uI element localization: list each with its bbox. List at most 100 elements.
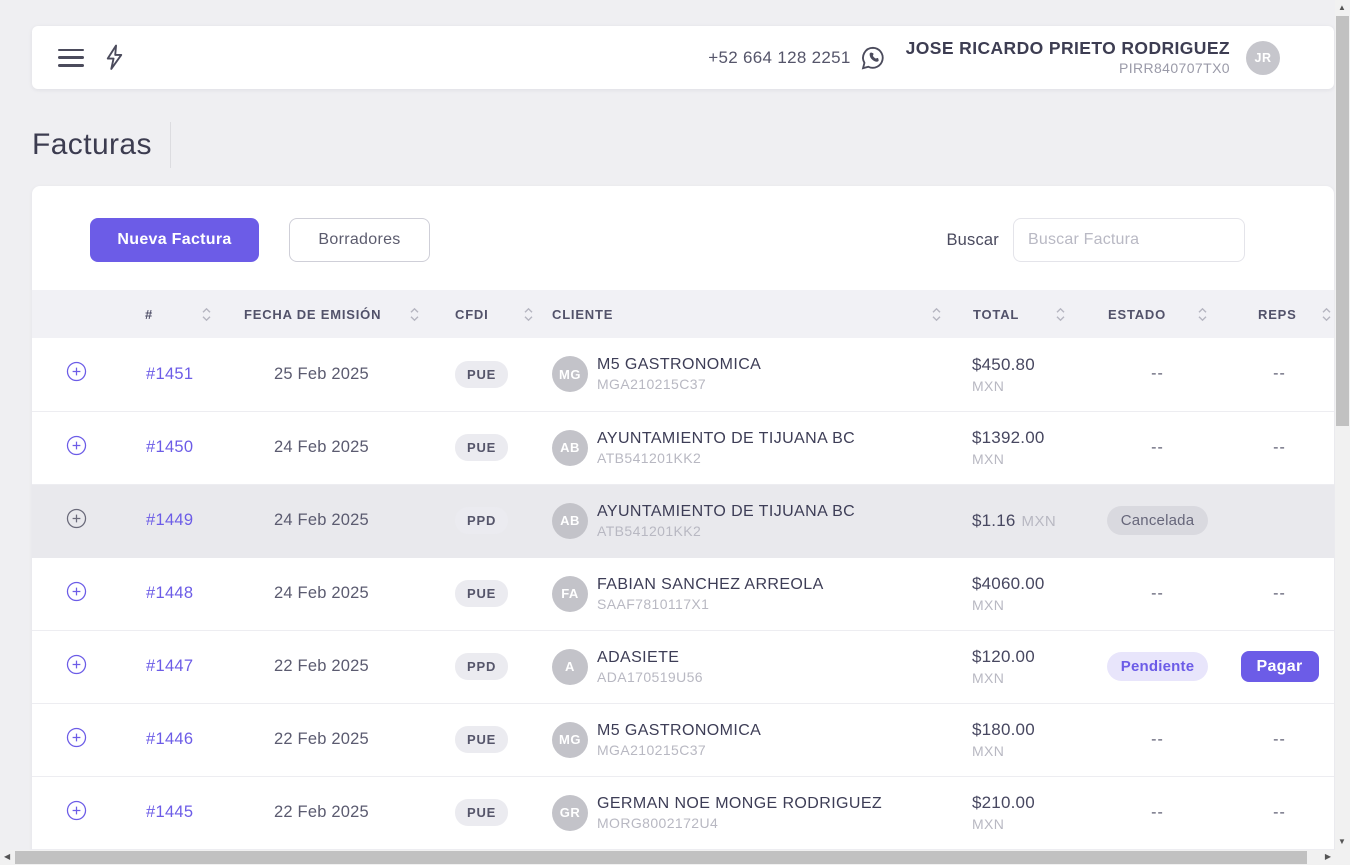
title-divider bbox=[169, 122, 171, 168]
estado-value: -- bbox=[1151, 730, 1164, 748]
expand-row-icon[interactable] bbox=[66, 361, 87, 382]
client-rfc: MGA210215C37 bbox=[597, 741, 707, 758]
client-avatar: AB bbox=[552, 502, 588, 539]
client-name: AYUNTAMIENTO DE TIJUANA BC bbox=[597, 429, 856, 447]
vertical-scrollbar[interactable]: ▲ ▼ bbox=[1335, 0, 1350, 850]
user-avatar[interactable]: JR bbox=[1246, 40, 1280, 75]
table-row: #1446 22 Feb 2025 PUE MG M5 GASTRONOMICA M… bbox=[32, 703, 1334, 777]
client-name: M5 GASTRONOMICA bbox=[597, 356, 762, 374]
reps-value: -- bbox=[1273, 438, 1286, 456]
invoice-currency: MXN bbox=[972, 743, 1005, 759]
top-header-bar: +52 664 128 2251 JOSE RICARDO PRIETO ROD… bbox=[32, 26, 1334, 89]
toolbar: Nueva Factura Borradores Buscar bbox=[32, 186, 1334, 262]
col-number[interactable]: # bbox=[120, 290, 240, 338]
cfdi-badge: PUE bbox=[455, 799, 509, 826]
lightning-logo-icon[interactable] bbox=[102, 44, 127, 71]
invoice-currency: MXN bbox=[972, 597, 1005, 613]
client-avatar: MG bbox=[552, 356, 588, 393]
invoice-date: 24 Feb 2025 bbox=[240, 411, 440, 485]
table-row-cancelled: #1449 24 Feb 2025 PPD AB AYUNTAMIENTO DE … bbox=[32, 484, 1334, 558]
invoice-currency: MXN bbox=[972, 377, 1005, 394]
invoice-link[interactable]: #1451 bbox=[146, 364, 194, 383]
client-rfc: ATB541201KK2 bbox=[597, 449, 702, 466]
col-reps[interactable]: REPS bbox=[1225, 290, 1334, 338]
client-rfc: MGA210215C37 bbox=[597, 376, 707, 393]
table-row-pending: #1447 22 Feb 2025 PPD A ADASIETE ADA170519… bbox=[32, 630, 1334, 704]
new-invoice-button[interactable]: Nueva Factura bbox=[90, 218, 259, 262]
user-info[interactable]: JOSE RICARDO PRIETO RODRIGUEZ PIRR840707… bbox=[906, 38, 1230, 77]
invoice-total: $450.80 bbox=[972, 354, 1035, 374]
estado-value: -- bbox=[1151, 438, 1164, 456]
sort-icon[interactable] bbox=[1055, 306, 1066, 323]
table-header-row: # FECHA DE EMISIÓN CFDI CLIENTE TOTAL ES… bbox=[32, 290, 1334, 338]
invoice-currency: MXN bbox=[972, 670, 1005, 686]
sort-icon[interactable] bbox=[1197, 306, 1208, 323]
user-name: JOSE RICARDO PRIETO RODRIGUEZ bbox=[905, 37, 1230, 58]
col-cfdi[interactable]: CFDI bbox=[440, 290, 540, 338]
client-rfc: ATB541201KK2 bbox=[597, 522, 702, 539]
invoice-total: $210.00 bbox=[972, 793, 1035, 812]
expand-row-icon[interactable] bbox=[66, 508, 87, 529]
drafts-button[interactable]: Borradores bbox=[289, 218, 430, 262]
invoice-link[interactable]: #1445 bbox=[146, 803, 194, 821]
invoice-date: 25 Feb 2025 bbox=[240, 338, 440, 412]
expand-row-icon[interactable] bbox=[66, 435, 87, 456]
invoice-total: $180.00 bbox=[972, 720, 1035, 739]
client-avatar: MG bbox=[552, 721, 588, 758]
invoice-link[interactable]: #1447 bbox=[146, 657, 194, 675]
search-input[interactable] bbox=[1013, 218, 1245, 262]
scroll-down-arrow-icon[interactable]: ▼ bbox=[1338, 837, 1346, 846]
sort-icon[interactable] bbox=[1321, 306, 1332, 323]
invoice-link[interactable]: #1448 bbox=[146, 584, 194, 602]
expand-row-icon[interactable] bbox=[66, 654, 87, 675]
reps-value: -- bbox=[1273, 730, 1286, 748]
client-name: FABIAN SANCHEZ ARREOLA bbox=[597, 575, 824, 593]
invoices-table: # FECHA DE EMISIÓN CFDI CLIENTE TOTAL ES… bbox=[32, 290, 1334, 850]
col-estado[interactable]: ESTADO bbox=[1090, 290, 1225, 338]
invoice-currency: MXN bbox=[972, 816, 1005, 832]
scroll-up-arrow-icon[interactable]: ▲ bbox=[1338, 3, 1346, 12]
horizontal-scrollbar-thumb[interactable] bbox=[15, 851, 1307, 864]
reps-value: -- bbox=[1273, 803, 1286, 821]
horizontal-scrollbar[interactable]: ◀ ▶ bbox=[0, 850, 1335, 865]
invoice-total: $120.00 bbox=[972, 647, 1035, 666]
pay-button[interactable]: Pagar bbox=[1240, 651, 1319, 682]
cfdi-badge: PPD bbox=[455, 653, 509, 680]
status-badge-pending: Pendiente bbox=[1106, 652, 1209, 681]
table-row: #1448 24 Feb 2025 PUE FA FABIAN SANCHEZ A… bbox=[32, 557, 1334, 631]
invoice-date: 24 Feb 2025 bbox=[240, 484, 440, 558]
vertical-scrollbar-thumb[interactable] bbox=[1336, 16, 1349, 426]
estado-value: -- bbox=[1151, 584, 1164, 602]
client-rfc: SAAF7810117X1 bbox=[597, 595, 710, 612]
sort-icon[interactable] bbox=[409, 306, 420, 323]
expand-row-icon[interactable] bbox=[66, 800, 87, 821]
expand-row-icon[interactable] bbox=[66, 581, 87, 602]
cfdi-badge: PUE bbox=[455, 360, 509, 388]
table-row: #1445 22 Feb 2025 PUE GR GERMAN NOE MONGE… bbox=[32, 776, 1334, 850]
col-client[interactable]: CLIENTE bbox=[540, 290, 950, 338]
sort-icon[interactable] bbox=[931, 306, 942, 323]
sort-icon[interactable] bbox=[523, 306, 534, 323]
estado-value: -- bbox=[1151, 365, 1164, 383]
client-avatar: A bbox=[552, 648, 588, 685]
invoice-total: $1392.00 bbox=[972, 428, 1045, 447]
scroll-left-arrow-icon[interactable]: ◀ bbox=[4, 852, 11, 861]
sort-icon[interactable] bbox=[201, 306, 212, 323]
client-name: M5 GASTRONOMICA bbox=[597, 721, 762, 739]
expand-row-icon[interactable] bbox=[66, 727, 87, 748]
contact-phone: +52 664 128 2251 bbox=[708, 47, 851, 67]
table-row: #1450 24 Feb 2025 PUE AB AYUNTAMIENTO DE … bbox=[32, 411, 1334, 485]
col-total[interactable]: TOTAL bbox=[950, 290, 1090, 338]
col-date[interactable]: FECHA DE EMISIÓN bbox=[240, 290, 440, 338]
search-label: Buscar bbox=[946, 230, 999, 249]
invoice-link[interactable]: #1449 bbox=[146, 511, 194, 529]
scroll-right-arrow-icon[interactable]: ▶ bbox=[1324, 852, 1331, 861]
invoice-total: $1.16 bbox=[972, 510, 1016, 530]
hamburger-menu-icon[interactable] bbox=[58, 48, 84, 67]
invoice-date: 22 Feb 2025 bbox=[240, 776, 440, 850]
invoice-link[interactable]: #1446 bbox=[146, 730, 194, 748]
invoice-link[interactable]: #1450 bbox=[146, 438, 194, 456]
invoice-currency: MXN bbox=[1021, 512, 1057, 530]
whatsapp-icon[interactable] bbox=[860, 45, 886, 71]
invoice-total: $4060.00 bbox=[972, 574, 1045, 593]
